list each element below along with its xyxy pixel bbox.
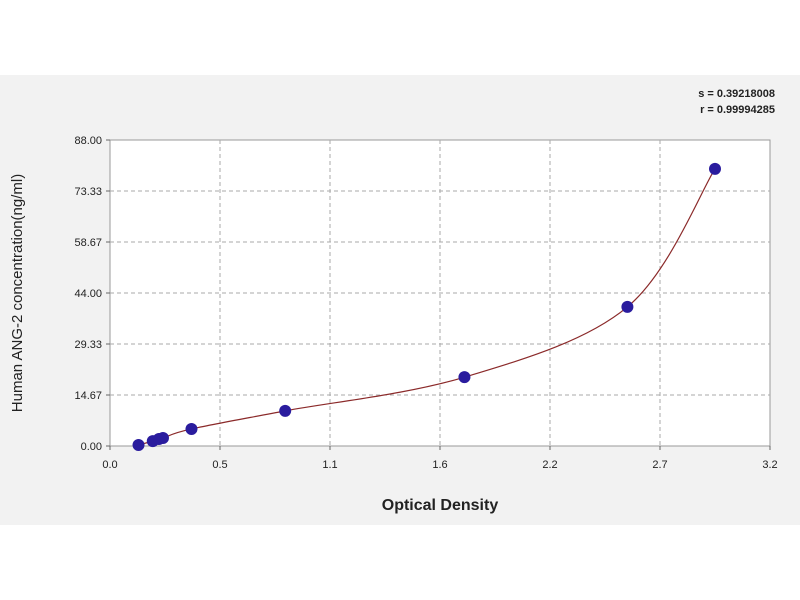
- x-tick-label: 1.1: [322, 459, 337, 471]
- data-point: [185, 422, 198, 435]
- x-tick-label: 2.2: [542, 459, 557, 471]
- y-tick-label: 44.00: [74, 288, 102, 300]
- x-tick-label: 1.6: [432, 459, 447, 471]
- data-point: [156, 432, 169, 445]
- y-tick-label: 73.33: [74, 186, 102, 198]
- y-tick-label: 29.33: [74, 339, 102, 351]
- x-tick-label: 2.7: [652, 459, 667, 471]
- y-axis-title: Human ANG-2 concentration(ng/ml): [9, 174, 26, 412]
- data-point: [279, 404, 292, 417]
- y-tick-label: 88.00: [74, 135, 102, 147]
- annotation: r = 0.99994285: [700, 104, 775, 116]
- x-tick-label: 0.5: [212, 459, 227, 471]
- x-tick-label: 3.2: [762, 459, 777, 471]
- data-point: [132, 438, 145, 451]
- x-axis-title: Optical Density: [382, 497, 499, 514]
- annotation: s = 0.39218008: [698, 88, 775, 100]
- y-tick-label: 0.00: [81, 441, 102, 453]
- y-tick-label: 58.67: [74, 237, 102, 249]
- x-tick-label: 0.0: [102, 459, 117, 471]
- data-point: [458, 371, 471, 384]
- y-tick-label: 14.67: [74, 390, 102, 402]
- data-point: [621, 300, 634, 313]
- data-point: [709, 162, 721, 175]
